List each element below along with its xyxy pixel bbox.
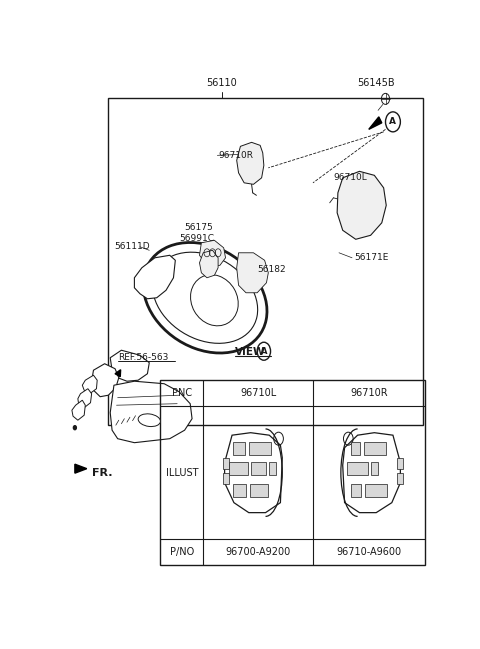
Polygon shape [200, 251, 218, 278]
Bar [229, 462, 248, 475]
Bar [160, 380, 424, 565]
Polygon shape [337, 171, 386, 239]
Text: P/NO: P/NO [170, 547, 194, 557]
Polygon shape [75, 464, 87, 473]
Polygon shape [78, 389, 92, 408]
Bar [347, 462, 368, 475]
Bar [371, 462, 378, 475]
Polygon shape [237, 142, 264, 184]
Text: A: A [389, 117, 396, 127]
Ellipse shape [138, 414, 160, 426]
Polygon shape [237, 252, 268, 293]
Bar [233, 484, 246, 496]
Text: 56110: 56110 [206, 78, 237, 88]
Text: 56145B: 56145B [358, 78, 395, 88]
Bar [268, 462, 276, 475]
Text: 96710-A9600: 96710-A9600 [336, 547, 401, 557]
Polygon shape [343, 433, 400, 513]
Text: A: A [261, 347, 267, 356]
Polygon shape [369, 117, 382, 129]
Text: 56111D: 56111D [114, 242, 150, 251]
Bar [396, 472, 403, 484]
Text: 96710L: 96710L [334, 173, 367, 182]
Bar [108, 98, 423, 425]
Circle shape [73, 426, 76, 430]
Text: 96700-A9200: 96700-A9200 [226, 547, 291, 557]
Text: 56991C: 56991C [179, 234, 214, 243]
Polygon shape [134, 255, 175, 299]
Text: 56182: 56182 [257, 265, 286, 274]
Polygon shape [83, 375, 97, 394]
Bar [396, 458, 403, 469]
Text: 56175: 56175 [185, 223, 214, 232]
Ellipse shape [153, 252, 258, 343]
Text: ILLUST: ILLUST [166, 468, 198, 478]
Bar [365, 484, 386, 496]
Polygon shape [115, 370, 120, 376]
Polygon shape [72, 400, 85, 420]
Bar [351, 442, 360, 455]
Ellipse shape [191, 275, 238, 326]
Bar [249, 442, 271, 455]
Text: 96710L: 96710L [240, 388, 276, 398]
Polygon shape [200, 240, 226, 267]
Text: 96710R: 96710R [350, 388, 387, 398]
Text: VIEW: VIEW [235, 347, 265, 357]
Bar [364, 442, 385, 455]
Text: PNC: PNC [172, 388, 192, 398]
Text: 96710R: 96710R [218, 151, 253, 160]
Bar [351, 484, 361, 496]
Text: 56171E: 56171E [354, 253, 388, 262]
Ellipse shape [143, 243, 267, 353]
Polygon shape [110, 350, 149, 381]
Bar [223, 472, 229, 484]
Bar [250, 484, 268, 496]
Polygon shape [92, 363, 119, 397]
Bar [223, 458, 229, 469]
Bar [252, 462, 266, 475]
Bar [233, 442, 245, 455]
Text: FR.: FR. [92, 468, 112, 478]
Text: REF.56-563: REF.56-563 [118, 353, 168, 362]
Polygon shape [225, 433, 282, 513]
Polygon shape [110, 381, 192, 443]
